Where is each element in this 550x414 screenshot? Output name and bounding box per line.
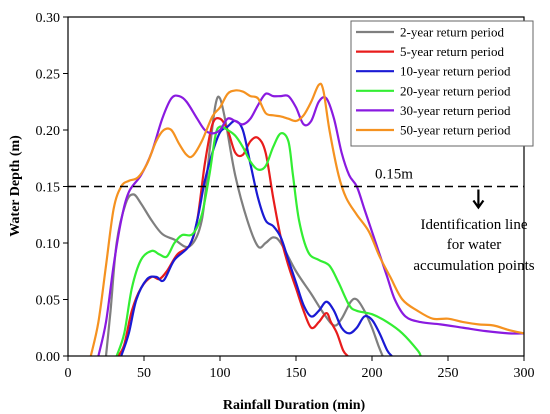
legend: 2-year return period 5-year return period… xyxy=(350,20,534,147)
threshold-label: 0.15m xyxy=(375,167,413,183)
arrow-down-icon xyxy=(472,199,485,210)
identification-text-line-3: accumulation points xyxy=(413,258,534,274)
y-tick-label: 0.00 xyxy=(36,350,61,365)
legend-frame xyxy=(350,20,534,147)
identification-text-line-1: Identification line xyxy=(420,217,527,233)
series-line-3 xyxy=(120,119,393,356)
series-line-1 xyxy=(104,95,384,356)
series-line-2 xyxy=(117,116,349,356)
x-axis-title: Rainfall Duration (min) xyxy=(223,398,366,413)
y-axis-title: Water Depth (m) xyxy=(8,135,23,237)
identification-text-line-2: for water xyxy=(447,237,502,253)
x-tick-label: 100 xyxy=(210,366,231,381)
y-tick-label: 0.15 xyxy=(36,181,61,196)
series-line-4 xyxy=(115,125,422,356)
x-tick-label: 300 xyxy=(514,366,535,381)
axes: 0 50 100 150 200 250 300 0.00 0.05 0.10 0.15 0.20 0.… xyxy=(36,11,535,381)
y-tick-label: 0.25 xyxy=(36,68,61,83)
y-tick-label: 0.05 xyxy=(36,294,61,309)
x-tick-label: 250 xyxy=(438,366,459,381)
legend-label-5: 30-year return period xyxy=(400,103,511,118)
x-tick-label: 50 xyxy=(137,366,151,381)
legend-label-1: 2-year return period xyxy=(400,25,504,40)
x-tick-label: 150 xyxy=(286,366,307,381)
series-lines xyxy=(89,82,524,356)
series-line-6 xyxy=(89,82,524,356)
y-tick-label: 0.10 xyxy=(36,237,61,252)
legend-label-6: 50-year return period xyxy=(400,123,511,138)
x-tick-label: 0 xyxy=(65,366,72,381)
series-line-5 xyxy=(97,92,524,356)
y-tick-label: 0.20 xyxy=(36,124,61,139)
legend-label-3: 10-year return period xyxy=(400,64,511,79)
legend-label-4: 20-year return period xyxy=(400,83,511,98)
legend-label-2: 5-year return period xyxy=(400,44,504,59)
x-tick-label: 200 xyxy=(362,366,383,381)
y-tick-label: 0.30 xyxy=(36,11,61,26)
